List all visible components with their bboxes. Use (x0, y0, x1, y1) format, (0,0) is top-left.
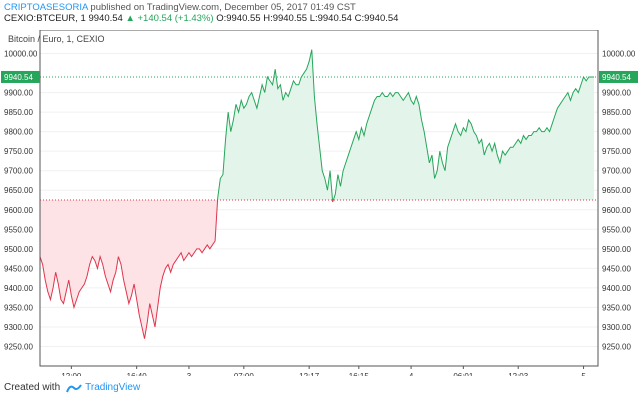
x-tick-label: 3 (187, 372, 192, 376)
x-tick-label: 12:03 (508, 372, 529, 376)
y-tick-label-right: 9250.00 (602, 342, 631, 351)
y-tick-label-left: 9300.00 (4, 323, 33, 332)
y-tick-label-left: 9850.00 (4, 108, 33, 117)
tradingview-icon (66, 383, 82, 392)
y-tick-label-right: 9900.00 (602, 89, 631, 98)
last-price: 9940.54 (88, 13, 123, 24)
y-tick-label-right: 9450.00 (602, 264, 631, 273)
y-tick-label-right: 9300.00 (602, 323, 631, 332)
y-tick-label-right: 9600.00 (602, 206, 631, 215)
created-with-text: Created with (4, 382, 61, 393)
y-tick-label-left: 9500.00 (4, 245, 33, 254)
y-tick-label-left: 9450.00 (4, 264, 33, 273)
chart-panel[interactable]: 10000.00 10000.00 9900.00 9900.00 9850.00 985… (0, 29, 640, 381)
y-tick-label-right: 9350.00 (602, 303, 631, 312)
x-tick-label: 07:00 (234, 372, 255, 376)
last-price-tag-left (1, 70, 40, 83)
x-tick-label: 4 (409, 372, 414, 376)
author-link[interactable]: CRIPTOASESORIA (4, 2, 88, 13)
y-tick-label-right: 9550.00 (602, 225, 631, 234)
tradingview-logo[interactable]: TradingView (66, 382, 140, 393)
y-tick-label-left: 9800.00 (4, 128, 33, 137)
y-tick-label-left: 10000.00 (4, 50, 38, 59)
last-price-tag-text: 9940.54 (4, 73, 33, 82)
y-tick-label-left: 9900.00 (4, 89, 33, 98)
last-price-tag-right (599, 70, 638, 83)
footer: Created with TradingView (4, 382, 140, 393)
x-tick-label: 12:17 (299, 372, 320, 376)
x-tick-label: 16:15 (349, 372, 370, 376)
publish-info: CRIPTOASESORIA published on TradingView.… (4, 2, 356, 13)
y-tick-label-left: 9250.00 (4, 342, 33, 351)
y-tick-label-left: 9650.00 (4, 186, 33, 195)
price-change: +140.54 (+1.43%) (137, 13, 214, 24)
y-tick-label-right: 9700.00 (602, 167, 631, 176)
ohlc-values: O:9940.55 H:9940.55 L:9940.54 C:9940.54 (216, 13, 399, 24)
symbol-name: CEXIO:BTCEUR, 1 (4, 13, 86, 24)
y-tick-label-right: 9500.00 (602, 245, 631, 254)
y-tick-label-left: 9700.00 (4, 167, 33, 176)
x-tick-label: 06:01 (453, 372, 474, 376)
price-series-line-down (40, 200, 334, 339)
published-text: published on TradingView.com, December 0… (90, 2, 356, 13)
x-tick-label: 16:40 (127, 372, 148, 376)
y-tick-label-right: 9650.00 (602, 186, 631, 195)
y-tick-label-right: 9850.00 (602, 108, 631, 117)
y-tick-label-left: 9600.00 (4, 206, 33, 215)
symbol-bar: CEXIO:BTCEUR, 1 9940.54 ▲ +140.54 (+1.43… (4, 13, 398, 24)
x-tick-label: 12:00 (61, 372, 82, 376)
y-tick-label-right: 9800.00 (602, 128, 631, 137)
y-tick-label-right: 9750.00 (602, 147, 631, 156)
chart-lines (40, 49, 598, 339)
y-tick-label-left: 9350.00 (4, 303, 33, 312)
y-tick-label-right: 10000.00 (602, 50, 636, 59)
y-tick-label-left: 9550.00 (4, 225, 33, 234)
price-series-line-up (217, 49, 594, 200)
up-arrow-icon: ▲ (125, 13, 135, 24)
area-below-baseline (40, 200, 594, 339)
plot-frame (39, 29, 599, 367)
last-price-tag-text: 9940.54 (602, 73, 631, 82)
x-tick-label: 5 (581, 372, 586, 376)
brand-name: TradingView (85, 382, 141, 393)
chart-title: Bitcoin / Euro, 1, CEXIO (8, 34, 105, 44)
y-tick-label-right: 9400.00 (602, 284, 631, 293)
y-tick-label-left: 9750.00 (4, 147, 33, 156)
price-chart-svg[interactable]: 10000.00 10000.00 9900.00 9900.00 9850.00 985… (0, 29, 640, 381)
y-tick-label-left: 9400.00 (4, 284, 33, 293)
